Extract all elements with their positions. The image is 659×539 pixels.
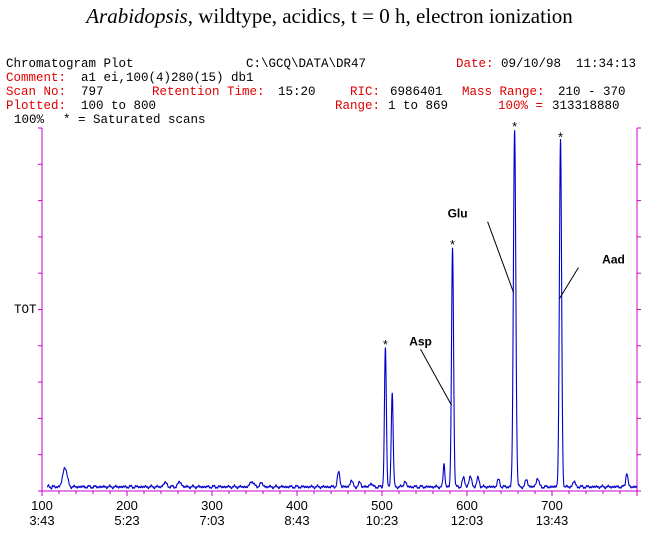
x-tick-label-scan: 400 (286, 498, 308, 513)
annotation-leader-asp (420, 349, 452, 406)
range-value: 1 to 869 (388, 99, 449, 113)
data-path: C:\GCQ\DATA\DR47 (246, 57, 367, 71)
range-label: Range: (335, 99, 381, 113)
title-genus: Arabidopsis (86, 4, 188, 28)
x-tick-label-scan: 700 (541, 498, 563, 513)
mass-label: Mass Range: (462, 85, 545, 99)
axis-ticks: 1003:432005:233007:034008:4350010:236001… (29, 498, 568, 528)
mass-value: 210 - 370 (558, 85, 626, 99)
date-label: Date: (456, 57, 494, 71)
x-tick-label-time: 8:43 (284, 513, 309, 528)
x-tick-label-scan: 300 (201, 498, 223, 513)
scale-label: 100% (14, 113, 45, 127)
x-tick-label-time: 3:43 (29, 513, 54, 528)
x-tick-label-time: 12:03 (451, 513, 484, 528)
ric-label: RIC: (350, 85, 381, 99)
y-axis-label: TOT (14, 303, 37, 317)
annotation-leader-glu (487, 221, 515, 293)
date-value: 09/10/98 11:34:13 (501, 57, 637, 71)
chromatogram-trace (46, 130, 638, 490)
peak-label-asp: Asp (409, 334, 432, 348)
x-tick-label-scan: 500 (371, 498, 393, 513)
scan-value: 797 (81, 85, 104, 99)
x-tick-label-time: 10:23 (366, 513, 399, 528)
saturation-marks: * * * * (383, 119, 563, 352)
ric-value: 6986401 (390, 85, 443, 99)
x-tick-label-scan: 200 (116, 498, 138, 513)
title-rest: , wildtype, acidics, t = 0 h, electron i… (187, 4, 573, 28)
annotation-leader-aad (559, 267, 579, 299)
rt-value: 15:20 (278, 85, 316, 99)
comment-label: Comment: (6, 71, 67, 85)
x-tick-label-scan: 600 (456, 498, 478, 513)
x-tick-label-time: 13:43 (536, 513, 569, 528)
plot-name: Chromatogram Plot (6, 57, 134, 71)
plotted-label: Plotted: (6, 99, 67, 113)
pct-value: 313318880 (552, 99, 620, 113)
peak-label-aad: Aad (602, 253, 625, 267)
plot-frame (38, 127, 641, 496)
x-tick-label-scan: 100 (31, 498, 53, 513)
x-tick-label-time: 7:03 (199, 513, 224, 528)
x-tick-label-time: 5:23 (114, 513, 139, 528)
rt-label: Retention Time: (152, 85, 265, 99)
pct-label: 100% = (498, 99, 544, 113)
saturated-star: * (383, 337, 388, 352)
plotted-value: 100 to 800 (81, 99, 157, 113)
peak-annotations: Asp Glu Aad (409, 207, 625, 406)
saturated-star: * (512, 119, 517, 134)
saturated-star: * (450, 237, 455, 252)
figure-title: Arabidopsis, wildtype, acidics, t = 0 h,… (0, 4, 659, 29)
saturated-star: * (558, 130, 563, 145)
comment-value: a1 ei,100(4)280(15) db1 (81, 71, 254, 85)
saturated-note: * = Saturated scans (63, 113, 206, 127)
peak-label-glu: Glu (448, 207, 468, 221)
scan-label: Scan No: (6, 85, 67, 99)
